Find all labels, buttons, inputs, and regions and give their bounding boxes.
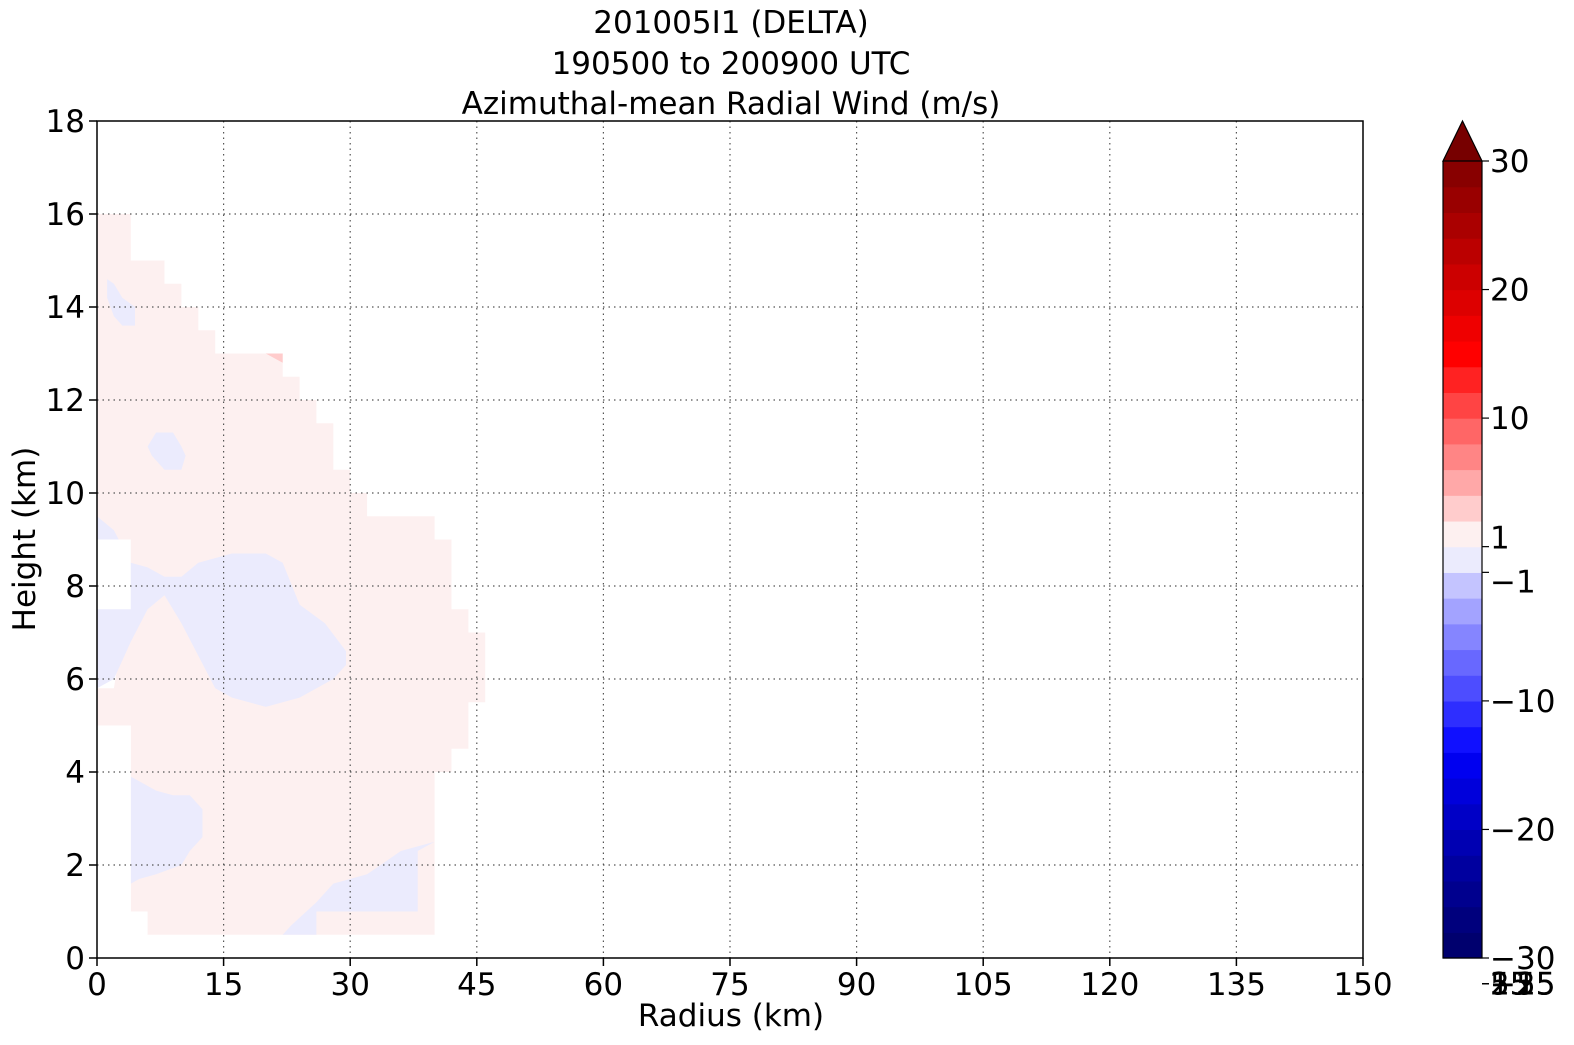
x-axis-label: Radius (km) [638, 998, 824, 1034]
y-tick-label-12: 12 [46, 383, 85, 419]
colorbar-tick-label-10: 10 [1490, 401, 1529, 437]
contour-region-weak-inflow-midlevel [97, 516, 346, 707]
colorbar-segment--30-to--28 [1443, 932, 1482, 959]
x-tick-label-135: 135 [1207, 967, 1266, 1003]
x-tick-label-15: 15 [204, 967, 243, 1003]
colorbar-segment--14-to--12 [1443, 726, 1482, 753]
y-tick-label-2: 2 [65, 848, 85, 884]
y-tick-label-4: 4 [65, 755, 85, 791]
x-tick-label-75: 75 [710, 967, 749, 1003]
colorbar-tick-label--1: −1 [1490, 564, 1536, 600]
title-line-1: 201005I1 (DELTA) [593, 5, 868, 41]
colorbar-segment--12-to--10 [1443, 700, 1482, 728]
colorbar-segment-16-to-18 [1443, 315, 1482, 342]
colorbar: 30 25 20 15 10 5 1 −1 −5 −10 −15 −20 −25−30 [1442, 119, 1555, 1003]
contour-region-weak-inflow-upper-1 [107, 279, 135, 326]
colorbar-tick-label--30: −30 [1490, 941, 1555, 977]
colorbar-tick-label--25: −25 [1490, 967, 1555, 1003]
x-tick-label-90: 90 [837, 967, 876, 1003]
colorbar-segment--18-to--16 [1443, 778, 1482, 805]
colorbar-segment--1-to-1 [1443, 546, 1482, 573]
colorbar-segment-2-to-4 [1443, 495, 1482, 522]
y-tick-label-6: 6 [65, 662, 85, 698]
colorbar-segment-14-to-16 [1443, 340, 1482, 368]
y-tick-label-10: 10 [46, 476, 85, 512]
colorbar-tick-label-20: 20 [1490, 273, 1529, 309]
colorbar-tick-label--15: −15 [1490, 967, 1555, 1003]
colorbar-segment--2-to--1 [1443, 572, 1482, 599]
colorbar-tick-label--5: −5 [1490, 967, 1536, 1003]
no-data-gap-2 [97, 725, 131, 958]
contour-region-weak-inflow-boundary [282, 841, 435, 935]
colorbar-segment--4-to--2 [1443, 598, 1482, 625]
colorbar-segment-4-to-6 [1443, 469, 1482, 496]
colorbar-segment--22-to--20 [1443, 829, 1482, 856]
colorbar-tick-label--10: −10 [1490, 684, 1555, 720]
colorbar-segment-1-to-2 [1443, 520, 1482, 548]
contour-region-moderate-outflow-spot [265, 353, 283, 363]
title-line-2: 190500 to 200900 UTC [552, 46, 911, 82]
y-tick-label-16: 16 [46, 197, 85, 233]
colorbar-segment--6-to--4 [1443, 623, 1482, 651]
x-axis-ticks: 0 15 30 45 60 75 90 105 120 135 150 [87, 958, 1393, 1003]
colorbar-segment-6-to-8 [1443, 443, 1482, 471]
colorbar-segment-18-to-20 [1443, 289, 1482, 316]
colorbar-tick-label-30: 30 [1490, 144, 1529, 180]
colorbar-segment--8-to--6 [1443, 649, 1482, 676]
colorbar-tick-label-1: 1 [1490, 521, 1510, 557]
colorbar-segment--20-to--18 [1443, 803, 1482, 831]
colorbar-segment--28-to--26 [1443, 906, 1482, 933]
colorbar-tick-label-15: 15 [1490, 967, 1529, 1003]
y-tick-label-18: 18 [46, 104, 85, 140]
colorbar-tick-label-25: 25 [1490, 967, 1529, 1003]
colorbar-segment-8-to-10 [1443, 418, 1482, 445]
colorbar-tick-label--20: −20 [1490, 812, 1555, 848]
y-axis-label: Height (km) [7, 447, 43, 632]
contour-region-weak-inflow-upper-2 [147, 432, 186, 470]
colorbar-tick-label-5: 5 [1490, 967, 1510, 1003]
colorbar-segment-26-to-28 [1443, 186, 1482, 214]
colorbar-segment--10-to--8 [1443, 675, 1482, 702]
x-tick-label-150: 150 [1333, 967, 1392, 1003]
contour-region-weak-outflow [97, 214, 486, 935]
colorbar-frame [1442, 161, 1483, 959]
colorbar-segment-10-to-12 [1443, 392, 1482, 419]
colorbar-extend-max-triangle [1442, 119, 1483, 162]
contour-region-weak-inflow-lower [130, 776, 203, 884]
contour-fills [97, 214, 486, 958]
colorbar-segment--26-to--24 [1443, 880, 1482, 908]
title-line-3: Azimuthal-mean Radial Wind (m/s) [462, 86, 1001, 122]
plot-area: 0 15 30 45 60 75 90 105 120 135 150 0 2 4 6 8 10 12 14 16 1… [46, 104, 1393, 1003]
y-tick-label-0: 0 [65, 941, 85, 977]
x-tick-label-45: 45 [457, 967, 496, 1003]
no-data-gap-1 [97, 539, 131, 610]
y-tick-label-8: 8 [65, 569, 85, 605]
x-tick-label-30: 30 [330, 967, 369, 1003]
x-tick-label-60: 60 [584, 967, 623, 1003]
colorbar-segment-22-to-24 [1443, 238, 1482, 265]
x-tick-label-105: 105 [954, 967, 1013, 1003]
colorbar-segment--24-to--22 [1443, 855, 1482, 882]
y-tick-label-14: 14 [46, 290, 85, 326]
colorbar-segment-12-to-14 [1443, 366, 1482, 393]
x-tick-label-120: 120 [1080, 967, 1139, 1003]
colorbar-segment-28-to-30 [1443, 161, 1482, 188]
colorbar-segment-24-to-26 [1443, 212, 1482, 239]
x-tick-label-0: 0 [87, 967, 107, 1003]
colorbar-segment-20-to-22 [1443, 263, 1482, 291]
y-axis-ticks: 0 2 4 6 8 10 12 14 16 18 [46, 104, 97, 977]
colorbar-segment--16-to--14 [1443, 752, 1482, 779]
grid-lines [97, 121, 1363, 958]
